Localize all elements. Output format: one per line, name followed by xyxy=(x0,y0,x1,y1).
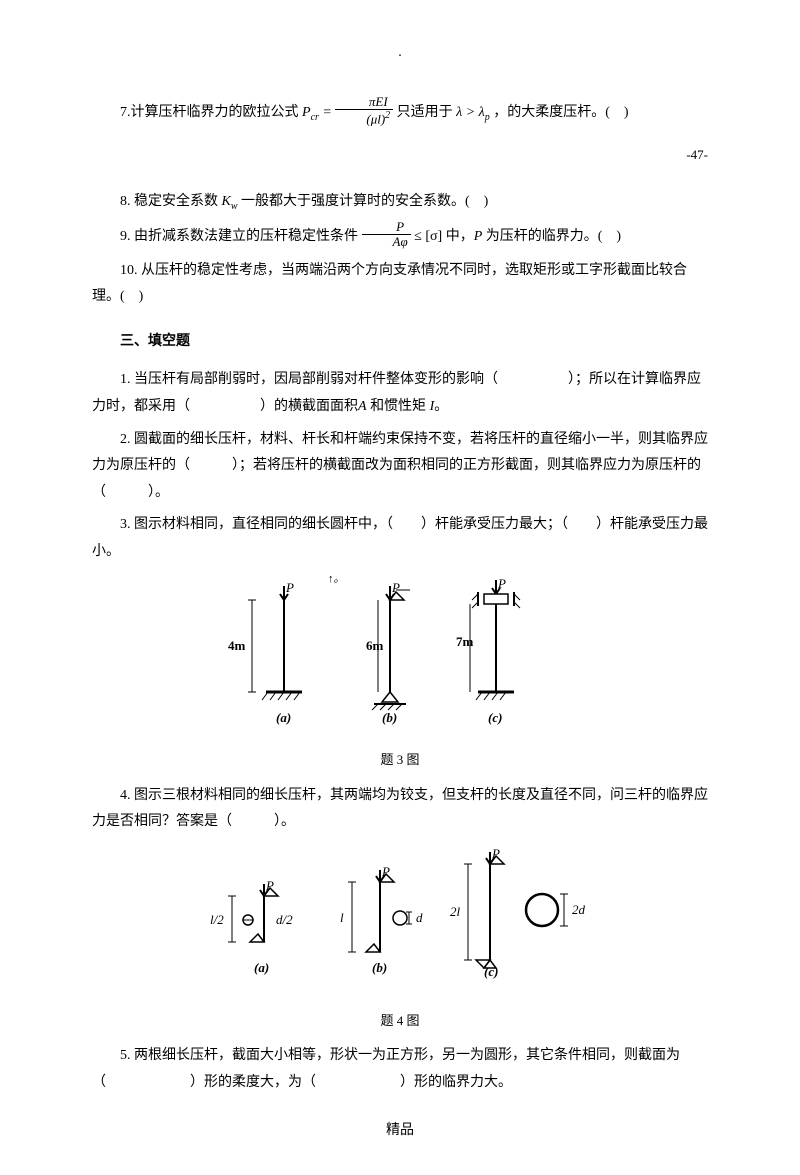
question-7: 7.计算压杆临界力的欧拉公式 Pcr = πEI(μl)2 只适用于 λ > λ… xyxy=(92,97,708,129)
q9-tail: 为压杆的临界力。( ) xyxy=(482,229,621,244)
fill-2: 2. 圆截面的细长压杆，材料、杆长和杆端约束保持不变，若将压杆的直径缩小一半，则… xyxy=(92,427,708,507)
figure-3-caption: 题 3 图 xyxy=(92,748,708,773)
q7-cr: cr xyxy=(311,112,319,123)
svg-text:(a): (a) xyxy=(254,960,269,975)
q7-pre: 7.计算压杆临界力的欧拉公式 xyxy=(120,105,299,120)
q9-num: P xyxy=(362,220,411,235)
q7-eq: = xyxy=(319,105,335,120)
svg-text:d/2: d/2 xyxy=(276,912,293,927)
figure-4-svg: P l/2 d/2 (a) P xyxy=(190,842,610,992)
svg-text:2l: 2l xyxy=(450,904,461,919)
fill-4: 4. 图示三根材料相同的细长压杆，其两端均为铰支，但支杆的长度及直径不同，问三杆… xyxy=(92,783,708,836)
svg-text:(c): (c) xyxy=(488,710,502,725)
figure-4-caption: 题 4 图 xyxy=(92,1009,708,1034)
f1-mid: 和惯性矩 xyxy=(367,399,430,414)
q8-K: K xyxy=(222,194,231,209)
q7-lambda: λ > λp xyxy=(456,105,490,120)
page-number: -47- xyxy=(92,143,708,168)
figure-3: ↑。 P 4m (a) xyxy=(92,572,708,743)
svg-text:(c): (c) xyxy=(484,964,498,979)
question-9: 9. 由折减系数法建立的压杆稳定性条件 P Aφ ≤ [σ] 中，P 为压杆的临… xyxy=(92,222,708,252)
svg-text:4m: 4m xyxy=(228,638,246,653)
q7-num: πEI xyxy=(335,95,393,110)
svg-text:l/2: l/2 xyxy=(210,912,224,927)
top-dot: . xyxy=(92,40,708,67)
q9-P: P xyxy=(474,229,483,244)
q8-w: w xyxy=(231,201,238,212)
svg-text:l: l xyxy=(340,910,344,925)
svg-text:2d: 2d xyxy=(572,902,586,917)
figure-4: P l/2 d/2 (a) P xyxy=(92,842,708,1003)
svg-text:↑。: ↑。 xyxy=(328,573,345,585)
svg-text:(b): (b) xyxy=(382,710,397,725)
fill-3: 3. 图示材料相同，直径相同的细长圆杆中，（ ）杆能承受压力最大；（ ）杆能承受… xyxy=(92,512,708,565)
svg-text:d: d xyxy=(416,910,423,925)
q9-frac: P Aφ xyxy=(362,220,411,250)
svg-text:7m: 7m xyxy=(456,634,474,649)
question-10: 10. 从压杆的稳定性考虑，当两端沿两个方向支承情况不同时，选取矩形或工字形截面… xyxy=(92,258,708,311)
f1-end: 。 xyxy=(434,399,448,414)
q8-pre: 8. 稳定安全系数 xyxy=(120,194,218,209)
q7-formula: Pcr = πEI(μl)2 xyxy=(302,105,397,120)
q9-den: Aφ xyxy=(362,235,411,249)
q9-pre: 9. 由折减系数法建立的压杆稳定性条件 xyxy=(120,229,358,244)
fill-1: 1. 当压杆有局部削弱时，因局部削弱对杆件整体变形的影响（ ）；所以在计算临界应… xyxy=(92,367,708,420)
svg-text:P: P xyxy=(285,580,294,595)
q7-den: (μl)2 xyxy=(335,110,393,127)
section-3-title: 三、填空题 xyxy=(92,329,708,356)
q7-mid: 只适用于 xyxy=(397,105,453,120)
svg-text:(a): (a) xyxy=(276,710,291,725)
f1-A: A xyxy=(358,399,367,414)
q7-frac: πEI(μl)2 xyxy=(335,95,393,127)
q7-tail: ，的大柔度压杆。( ) xyxy=(493,105,628,120)
question-8: 8. 稳定安全系数 Kw 一般都大于强度计算时的安全系数。( ) xyxy=(92,189,708,216)
figure-3-svg: ↑。 P 4m (a) xyxy=(220,572,580,732)
svg-text:6m: 6m xyxy=(366,638,384,653)
fill-5: 5. 两根细长压杆，截面大小相等，形状一为正方形，另一为圆形，其它条件相同，则截… xyxy=(92,1043,708,1096)
page: . 7.计算压杆临界力的欧拉公式 Pcr = πEI(μl)2 只适用于 λ >… xyxy=(0,0,800,1175)
svg-text:(b): (b) xyxy=(372,960,387,975)
q9-mid: ≤ [σ] 中， xyxy=(414,229,474,244)
q7-P: P xyxy=(302,105,311,120)
q8-tail: 一般都大于强度计算时的安全系数。( ) xyxy=(241,194,488,209)
